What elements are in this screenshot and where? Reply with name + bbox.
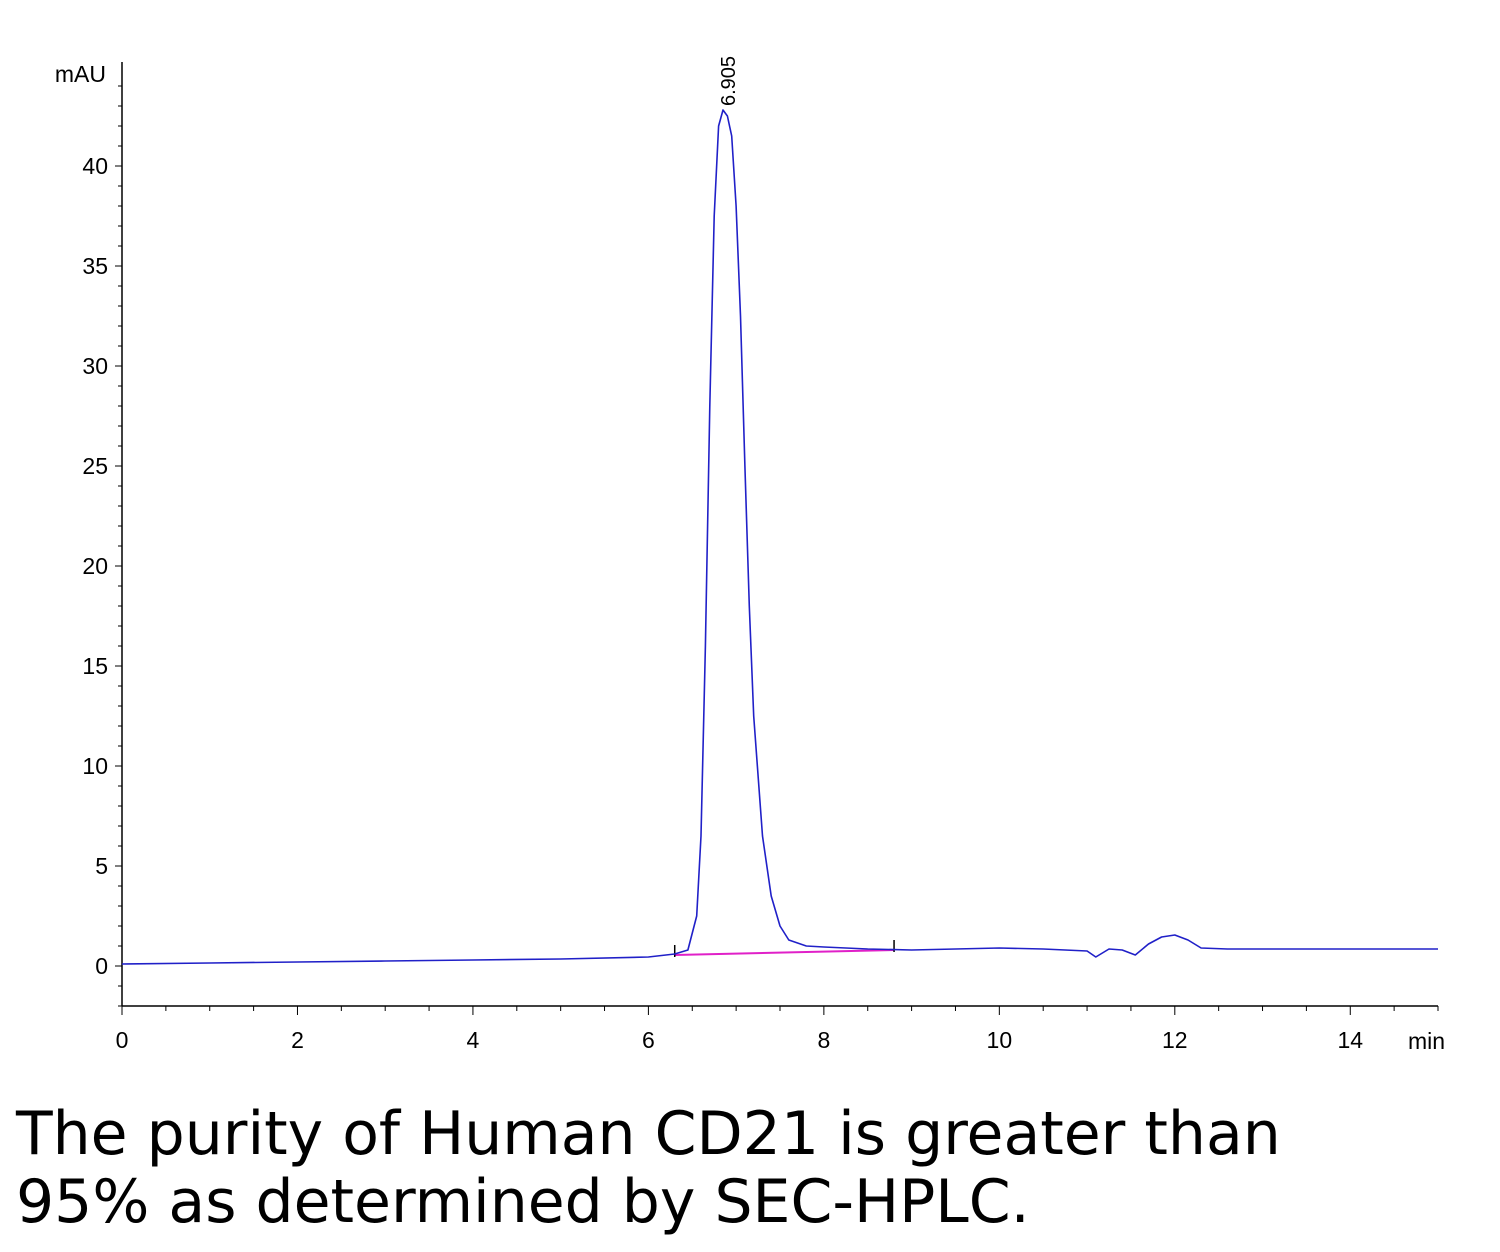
x-axis-unit-label: min [1408, 1028, 1445, 1054]
y-tick-label: 25 [82, 453, 108, 479]
peak-retention-time-label: 6.905 [718, 56, 740, 106]
caption-line-2: 95% as determined by SEC-HPLC. [16, 1167, 1030, 1237]
y-tick-label: 20 [82, 553, 108, 579]
chromatogram-trace [121, 109, 1438, 965]
x-tick-label: 10 [987, 1027, 1013, 1053]
caption: The purity of Human CD21 is greater than… [16, 1100, 1466, 1236]
x-tick-label: 14 [1337, 1027, 1363, 1053]
integration-baseline [674, 949, 895, 956]
y-axis-unit-label: mAU [55, 61, 106, 87]
x-tick-label: 2 [291, 1027, 304, 1053]
x-tick-label: 6 [642, 1027, 655, 1053]
y-tick-label: 5 [95, 853, 108, 879]
x-tick-label: 0 [116, 1027, 129, 1053]
chromatogram-chart: 0 5 10 15 20 25 30 35 40 0 2 4 6 8 10 12 14 mAU min 6.905 [55, 56, 1445, 1054]
x-tick-label: 12 [1162, 1027, 1188, 1053]
y-tick-label: 30 [82, 353, 108, 379]
y-tick-label: 15 [82, 653, 108, 679]
y-tick-label: 40 [82, 153, 108, 179]
x-tick-label: 4 [467, 1027, 480, 1053]
y-tick-label: 10 [82, 753, 108, 779]
caption-line-1: The purity of Human CD21 is greater than [16, 1099, 1281, 1169]
x-tick-label: 8 [817, 1027, 830, 1053]
y-tick-label: 0 [95, 953, 108, 979]
y-tick-label: 35 [82, 253, 108, 279]
chart-svg: 0 5 10 15 20 25 30 35 40 0 2 4 6 8 10 12 14 mAU min 6.905 [55, 56, 1445, 1054]
